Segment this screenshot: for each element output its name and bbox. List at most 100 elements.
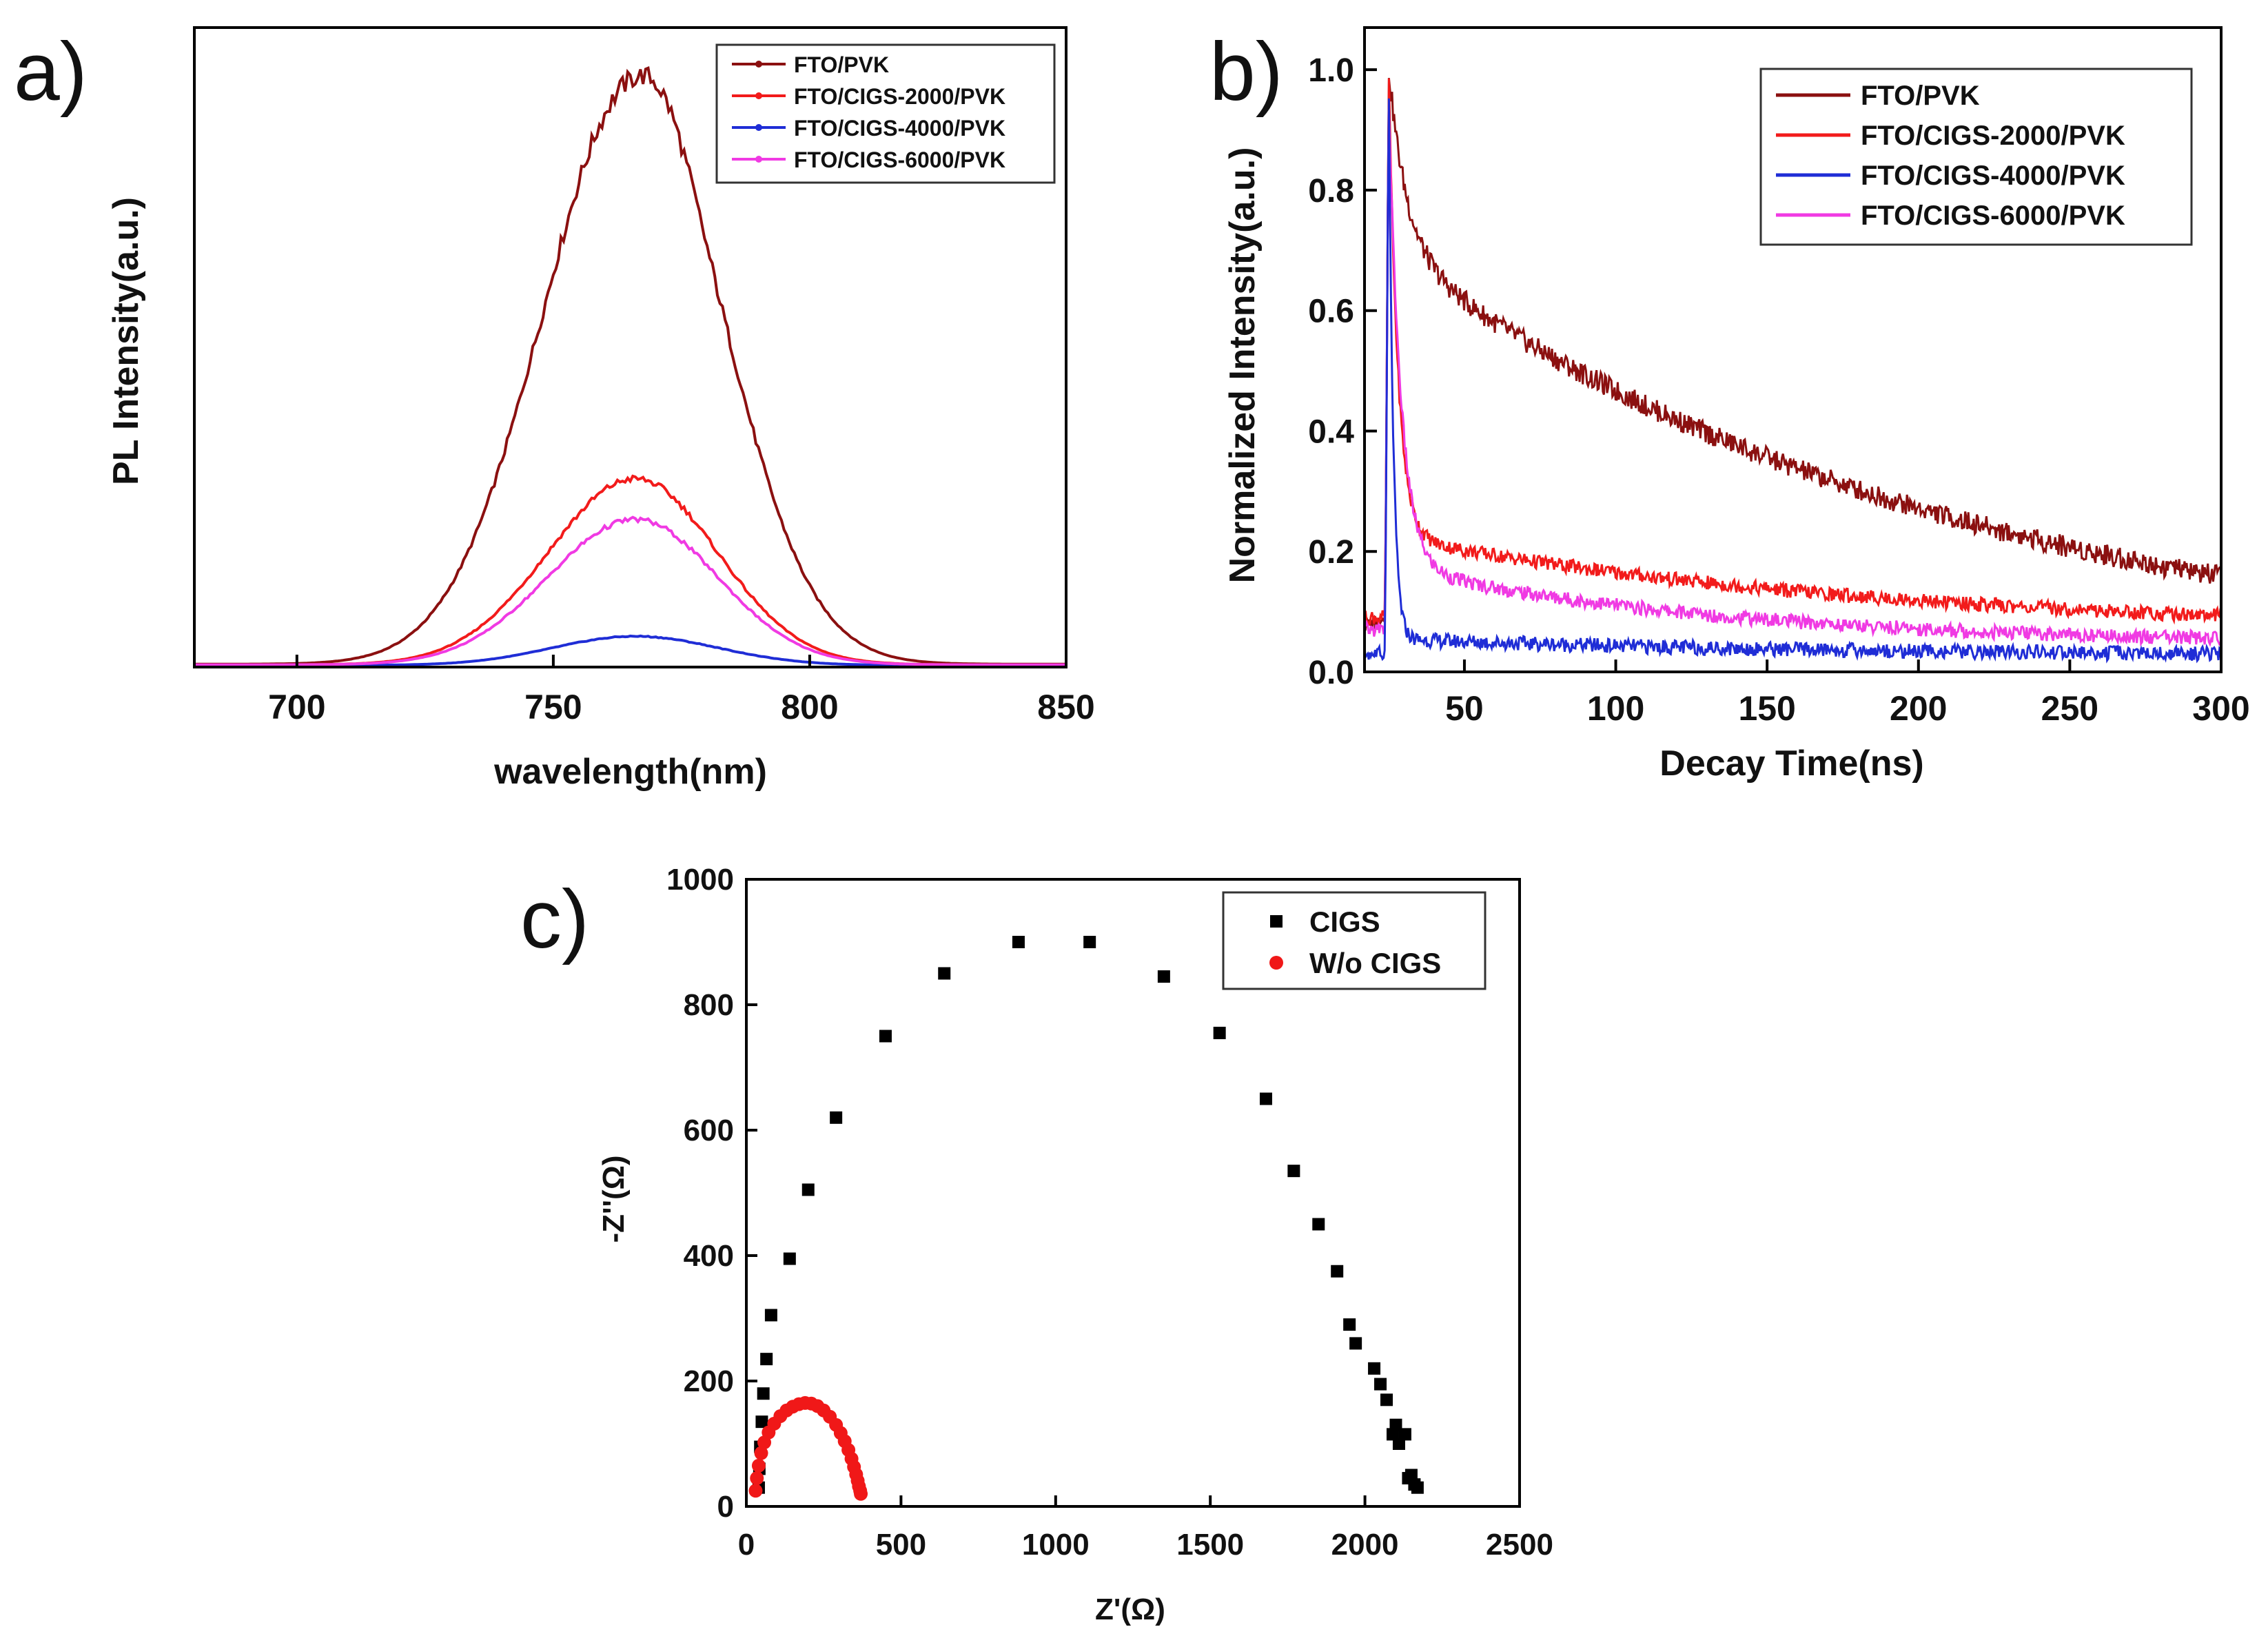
panel-c-x-tick-label: 500 <box>876 1528 926 1562</box>
panel-c-y-tick-label: 400 <box>684 1239 734 1273</box>
panel-c-point-cigs <box>1386 1428 1399 1441</box>
panel-b-x-tick-label: 300 <box>2192 689 2249 728</box>
panel-a-legend-label: FTO/PVK <box>794 52 889 77</box>
panel-b-x-tick-label: 250 <box>2041 689 2098 728</box>
panel-a-legend: FTO/PVK FTO/CIGS-2000/PVK FTO/CIGS-4000/PV… <box>715 43 1056 184</box>
panel-a-lines <box>194 66 1066 667</box>
panel-c-point-cigs <box>1083 936 1096 948</box>
panel-a-y-axis-title: PL Intensity(a.u.) <box>106 197 146 485</box>
panel-b-x-tick-label: 50 <box>1445 689 1484 728</box>
panel-b-y-tick-label: 0.6 <box>1308 294 1354 330</box>
panel-b-y-tick-label: 1.0 <box>1308 52 1354 89</box>
panel-c-y-tick-label: 0 <box>717 1490 734 1524</box>
panel-b: b) 50 100 150 200 250 300 0.00.20.40.60.81.0 … <box>1209 25 2250 784</box>
panel-b-series-fto-pvk <box>1364 78 2221 631</box>
panel-b-x-axis-title: Decay Time(ns) <box>1659 744 1923 784</box>
panel-c-point-cigs <box>1411 1481 1424 1494</box>
panel-c-point-w-o-cigs <box>748 1484 763 1498</box>
panel-b-y-axis-title: Normalized Intensity(a.u.) <box>1223 147 1263 584</box>
panel-c-x-tick-label: 0 <box>738 1528 755 1562</box>
panel-c-point-cigs <box>1380 1393 1393 1406</box>
panel-a-legend-label: FTO/CIGS-4000/PVK <box>794 116 1005 141</box>
panel-b-x-tick-label: 200 <box>1890 689 1947 728</box>
panel-c-point-w-o-cigs <box>750 1471 764 1486</box>
panel-b-series-fto-cigs-4000-pvk <box>1363 98 2222 664</box>
panel-c-legend: CIGS W/o CIGS <box>1222 891 1487 990</box>
panel-a: a) 700 750 800 850 wavelength(nm) PL Intens… <box>14 25 1095 792</box>
panel-c-point-cigs <box>1287 1165 1300 1178</box>
panel-b-x-ticks: 50 100 150 200 250 300 <box>1445 659 2250 728</box>
panel-c-point-cigs <box>1012 936 1025 948</box>
panel-a-x-tick-label: 700 <box>268 688 325 726</box>
panel-a-legend-marker <box>755 124 762 131</box>
panel-c-point-cigs <box>757 1387 770 1400</box>
panel-c-legend-label: W/o CIGS <box>1309 947 1441 979</box>
panel-c-point-cigs <box>1392 1438 1405 1450</box>
panel-c-point-cigs <box>801 1183 815 1196</box>
panel-b-y-tick-label: 0.4 <box>1308 413 1354 450</box>
panel-c-point-w-o-cigs <box>751 1458 766 1473</box>
panel-c-plot-frame <box>745 878 1521 1508</box>
panel-c-y-tick-label: 600 <box>684 1114 734 1147</box>
panel-a-x-tick-label: 800 <box>781 688 838 726</box>
panel-b-legend: FTO/PVK FTO/CIGS-2000/PVK FTO/CIGS-4000/PV… <box>1759 68 2193 246</box>
panel-c-point-cigs <box>879 1030 892 1043</box>
panel-b-x-tick-label: 150 <box>1738 689 1795 728</box>
panel-a-series-fto-cigs-6000-pvk <box>194 515 1066 666</box>
panel-c-point-cigs <box>764 1309 777 1322</box>
panel-b-legend-label: FTO/CIGS-2000/PVK <box>1861 121 2125 151</box>
panel-c-x-axis-title: Z'(Ω) <box>1095 1593 1165 1626</box>
panel-b-lines <box>1363 78 2222 664</box>
panel-c-y-tick-label: 200 <box>684 1364 734 1398</box>
panel-b-series-fto-cigs-2000-pvk <box>1363 78 2222 626</box>
panel-a-x-tick-label: 850 <box>1037 688 1094 726</box>
panel-c-y-axis-title: -Z''(Ω) <box>597 1155 631 1242</box>
panel-c-point-cigs <box>1312 1218 1325 1231</box>
panel-c-point-cigs <box>1343 1318 1356 1331</box>
panel-c-point-cigs <box>755 1415 768 1429</box>
panel-c-x-tick-label: 1000 <box>1022 1528 1090 1562</box>
panel-b-series-fto-cigs-6000-pvk <box>1364 110 2221 647</box>
panel-c: c) 0 500 1000 1500 2000 2500 0 200 400 600 800 100… <box>520 863 1553 1626</box>
panel-c-y-tick-label: 800 <box>684 988 734 1022</box>
panel-b-x-tick-label: 100 <box>1587 689 1644 728</box>
panel-a-x-ticks: 700 750 800 850 <box>268 655 1095 726</box>
panel-c-point-cigs <box>1368 1362 1381 1375</box>
panel-b-plot-frame <box>1363 26 2223 673</box>
panel-a-legend-label: FTO/CIGS-6000/PVK <box>794 147 1005 172</box>
panel-b-letter: b) <box>1209 25 1283 118</box>
panel-c-x-tick-label: 2500 <box>1486 1528 1553 1562</box>
panel-c-point-cigs <box>830 1111 843 1124</box>
panel-a-x-tick-label: 750 <box>524 688 582 726</box>
panel-c-point-cigs <box>938 967 951 980</box>
panel-a-legend-marker <box>755 156 762 163</box>
panel-c-point-cigs <box>1157 970 1170 983</box>
panel-b-y-ticks: 0.0 0.2 0.4 0.6 0.8 1.0 <box>1308 52 1377 691</box>
panel-c-point-cigs <box>1331 1265 1344 1278</box>
panel-c-y-tick-label: 1000 <box>666 863 734 897</box>
panel-a-legend-marker <box>755 61 762 68</box>
panel-b-legend-label: FTO/PVK <box>1861 81 1980 111</box>
panel-c-point-cigs <box>760 1353 773 1366</box>
panel-b-legend-label: FTO/CIGS-4000/PVK <box>1861 161 2125 191</box>
panel-b-y-tick-label: 0.8 <box>1308 173 1354 209</box>
panel-c-points <box>748 936 1424 1501</box>
panel-a-legend-marker <box>755 92 762 99</box>
panel-c-x-tick-label: 1500 <box>1176 1528 1244 1562</box>
panel-a-letter: a) <box>14 25 88 118</box>
panel-a-legend-label: FTO/CIGS-2000/PVK <box>794 84 1005 109</box>
panel-c-legend-box <box>1222 891 1487 990</box>
panel-c-y-ticks: 0 200 400 600 800 1000 <box>666 863 757 1524</box>
panel-c-legend-marker <box>1269 956 1283 970</box>
panel-c-x-ticks: 0 500 1000 1500 2000 2500 <box>738 1495 1553 1562</box>
panel-b-y-tick-label: 0.0 <box>1308 655 1354 691</box>
panel-b-legend-label: FTO/CIGS-6000/PVK <box>1861 201 2125 231</box>
panel-c-x-tick-label: 2000 <box>1331 1528 1399 1562</box>
panel-c-point-cigs <box>1389 1418 1402 1431</box>
panel-a-series-fto-pvk <box>194 66 1066 666</box>
panel-c-point-cigs <box>1349 1337 1362 1350</box>
panel-c-legend-marker <box>1270 915 1283 928</box>
panel-c-point-cigs <box>1213 1026 1226 1039</box>
panel-c-point-cigs <box>1398 1428 1411 1441</box>
